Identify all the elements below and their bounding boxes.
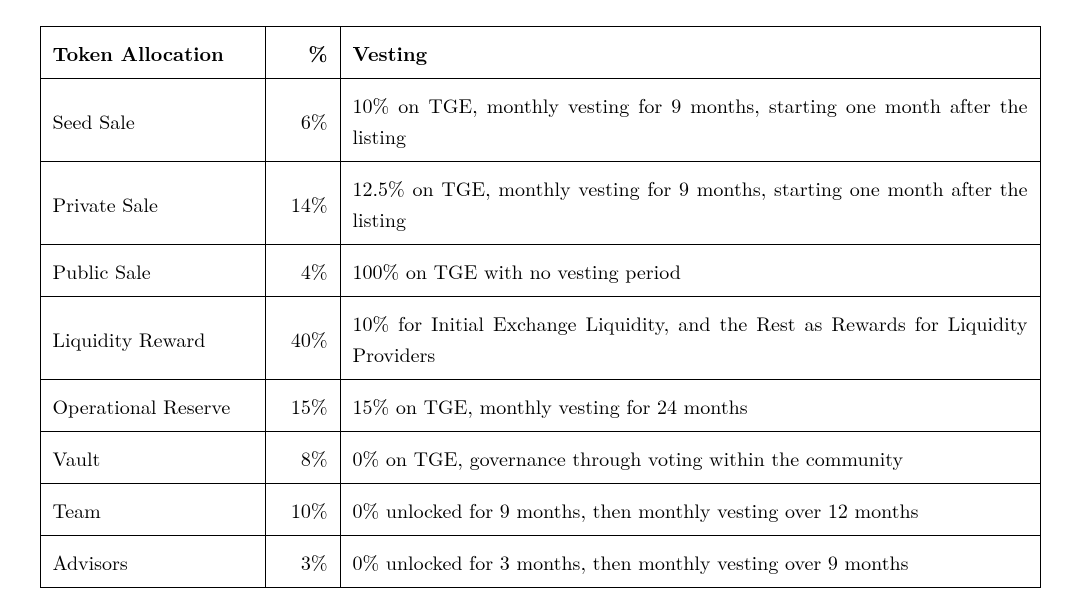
cell-percent: 3% — [265, 536, 340, 588]
col-header-percent: % — [265, 27, 340, 79]
table-row: Vault 8% 0% on TGE, governance through v… — [40, 432, 1040, 484]
cell-percent: 15% — [265, 380, 340, 432]
cell-vesting: 12.5% on TGE, monthly vesting for 9 mont… — [340, 162, 1040, 245]
cell-allocation: Advisors — [40, 536, 265, 588]
table-row: Operational Reserve 15% 15% on TGE, mont… — [40, 380, 1040, 432]
cell-allocation: Team — [40, 484, 265, 536]
cell-percent: 14% — [265, 162, 340, 245]
cell-allocation: Public Sale — [40, 245, 265, 297]
cell-percent: 10% — [265, 484, 340, 536]
cell-percent: 8% — [265, 432, 340, 484]
cell-allocation: Vault — [40, 432, 265, 484]
table-body: Seed Sale 6% 10% on TGE, monthly vesting… — [40, 79, 1040, 588]
col-header-allocation: Token Allocation — [40, 27, 265, 79]
token-allocation-table: Token Allocation % Vesting Seed Sale 6% … — [40, 26, 1041, 588]
table-row: Seed Sale 6% 10% on TGE, monthly vesting… — [40, 79, 1040, 162]
cell-vesting: 15% on TGE, monthly vesting for 24 month… — [340, 380, 1040, 432]
table-row: Liquidity Reward 40% 10% for Initial Exc… — [40, 297, 1040, 380]
cell-percent: 6% — [265, 79, 340, 162]
table-row: Public Sale 4% 100% on TGE with no vesti… — [40, 245, 1040, 297]
cell-percent: 40% — [265, 297, 340, 380]
col-header-vesting: Vesting — [340, 27, 1040, 79]
table-row: Advisors 3% 0% unlocked for 3 months, th… — [40, 536, 1040, 588]
cell-vesting: 10% for Initial Exchange Liquidity, and … — [340, 297, 1040, 380]
cell-vesting: 0% unlocked for 3 months, then monthly v… — [340, 536, 1040, 588]
cell-percent: 4% — [265, 245, 340, 297]
cell-allocation: Seed Sale — [40, 79, 265, 162]
cell-vesting: 0% on TGE, governance through voting wit… — [340, 432, 1040, 484]
table-row: Team 10% 0% unlocked for 9 months, then … — [40, 484, 1040, 536]
cell-vesting: 0% unlocked for 9 months, then monthly v… — [340, 484, 1040, 536]
cell-allocation: Operational Reserve — [40, 380, 265, 432]
table-header-row: Token Allocation % Vesting — [40, 27, 1040, 79]
cell-vesting: 10% on TGE, monthly vesting for 9 months… — [340, 79, 1040, 162]
cell-vesting: 100% on TGE with no vesting period — [340, 245, 1040, 297]
table-row: Private Sale 14% 12.5% on TGE, monthly v… — [40, 162, 1040, 245]
cell-allocation: Liquidity Reward — [40, 297, 265, 380]
cell-allocation: Private Sale — [40, 162, 265, 245]
